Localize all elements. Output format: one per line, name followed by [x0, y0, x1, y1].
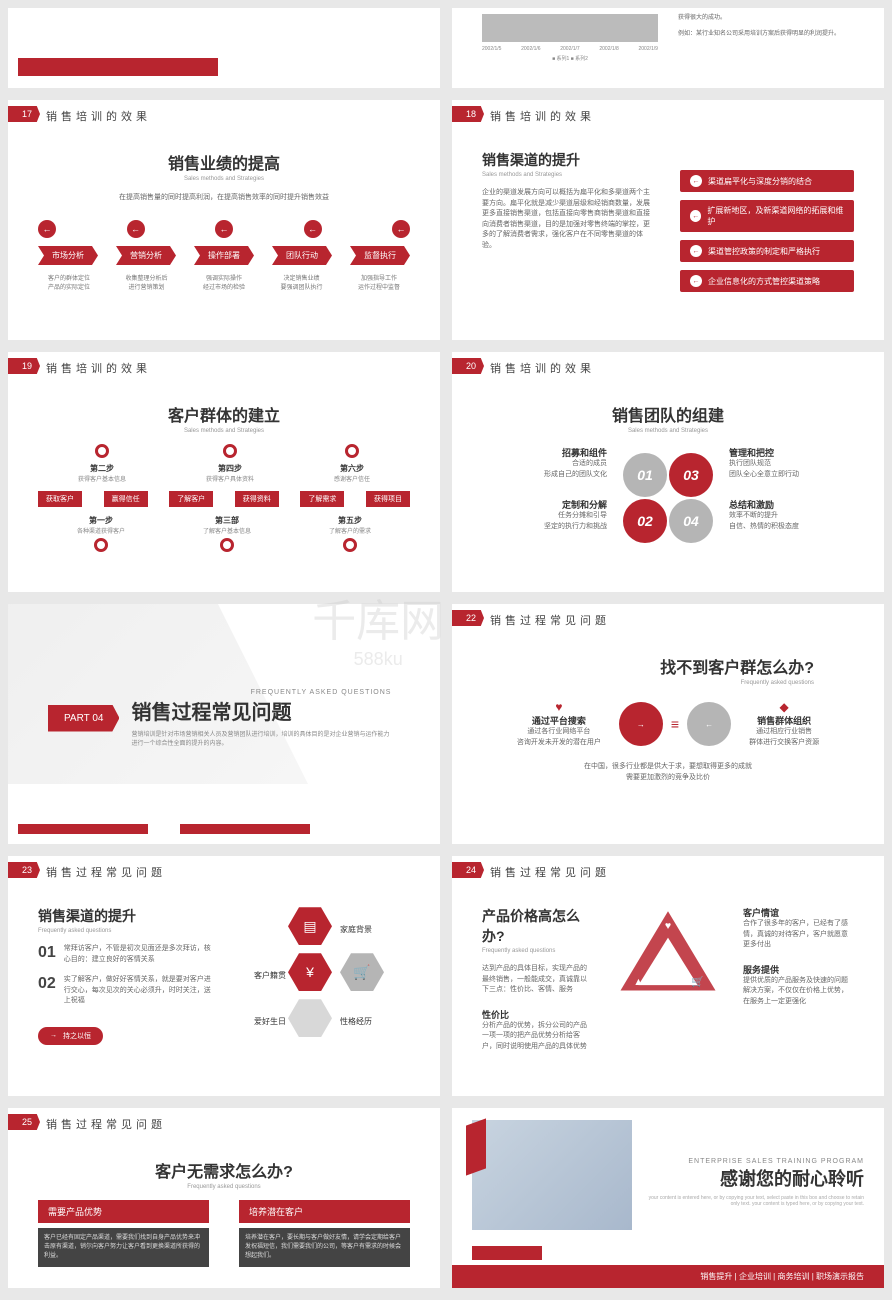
- triangle-icon: ♥ 🛒 ▲: [613, 906, 723, 1001]
- arrow-left-icon: ←: [392, 220, 410, 238]
- heart-icon: ♥: [517, 700, 601, 714]
- arrow-right-icon: →: [619, 702, 663, 746]
- footer-tags: 销售提升 | 企业培训 | 商务培训 | 职场演示报告: [452, 1265, 884, 1288]
- arrow-left-icon: ←: [127, 220, 145, 238]
- photo-placeholder: [472, 1120, 632, 1230]
- arrow-left-icon: ←: [38, 220, 56, 238]
- svg-text:🛒: 🛒: [691, 975, 704, 988]
- slide-17: 17 销售培训的效果 销售业绩的提高 Sales methods and Str…: [8, 100, 440, 340]
- circle-group: → ≡ ←: [619, 702, 731, 746]
- slide-16-right: 2002/1/52002/1/62002/1/72002/1/82002/1/9…: [452, 8, 884, 88]
- channel-items: ←渠道扁平化与深度分销的结合←扩展新地区，及新渠道网络的拓展和维护←渠道管控政策…: [680, 150, 854, 300]
- slide-26-thanks: ENTERPRISE SALES TRAINING PROGRAM 感谢您的耐心…: [452, 1108, 884, 1288]
- slide-25: 25 销售过程常见问题 客户无需求怎么办? Frequently asked q…: [8, 1108, 440, 1288]
- tag-pill: → 持之以恒: [38, 1027, 103, 1045]
- arrow-right-icon: →: [50, 1032, 57, 1039]
- slide-19: 19 销售培训的效果 客户群体的建立 Sales methods and Str…: [8, 352, 440, 592]
- circle-cluster: 01 03 02 04: [623, 453, 713, 543]
- slide-16-left: [8, 8, 440, 88]
- step-chevrons: 市场分析营销分析操作部署团队行动监督执行: [38, 246, 410, 265]
- database-icon: ≡: [671, 716, 679, 732]
- arrow-left-icon: ←: [687, 702, 731, 746]
- slide-grid: 2002/1/52002/1/62002/1/72002/1/82002/1/9…: [0, 0, 892, 1296]
- slide-18: 18 销售培训的效果 销售渠道的提升 Sales methods and Str…: [452, 100, 884, 340]
- slide-24: 24 销售过程常见问题 产品价格高怎么办? Frequently asked q…: [452, 856, 884, 1096]
- yen-icon: ¥: [288, 953, 332, 991]
- slide-title: 销售培训的效果: [46, 108, 151, 124]
- slide-21-section: PART 04 FREQUENTLY ASKED QUESTIONS 销售过程常…: [8, 604, 440, 844]
- hexagon-cluster: ▤ 家庭背景 客户籍贯 ¥ 🛒 爱好生日 性格经历: [236, 906, 410, 1045]
- svg-text:♥: ♥: [665, 920, 671, 932]
- arrow-left-icon: ←: [215, 220, 233, 238]
- arrow-row: ← ← ← ← ←: [38, 220, 410, 238]
- diamond-icon: ◆: [749, 700, 819, 714]
- slide-number: 17: [8, 106, 40, 122]
- slide-23: 23 销售过程常见问题 销售渠道的提升 Frequently asked que…: [8, 856, 440, 1096]
- cart-icon: 🛒: [340, 953, 384, 991]
- slide-22: 22 销售过程常见问题 找不到客户群怎么办? Frequently asked …: [452, 604, 884, 844]
- slide-20: 20 销售培训的效果 销售团队的组建 Sales methods and Str…: [452, 352, 884, 592]
- part-badge: PART 04: [48, 705, 119, 732]
- svg-text:▲: ▲: [633, 976, 643, 988]
- arrow-left-icon: ←: [304, 220, 322, 238]
- doc-icon: ▤: [288, 907, 332, 945]
